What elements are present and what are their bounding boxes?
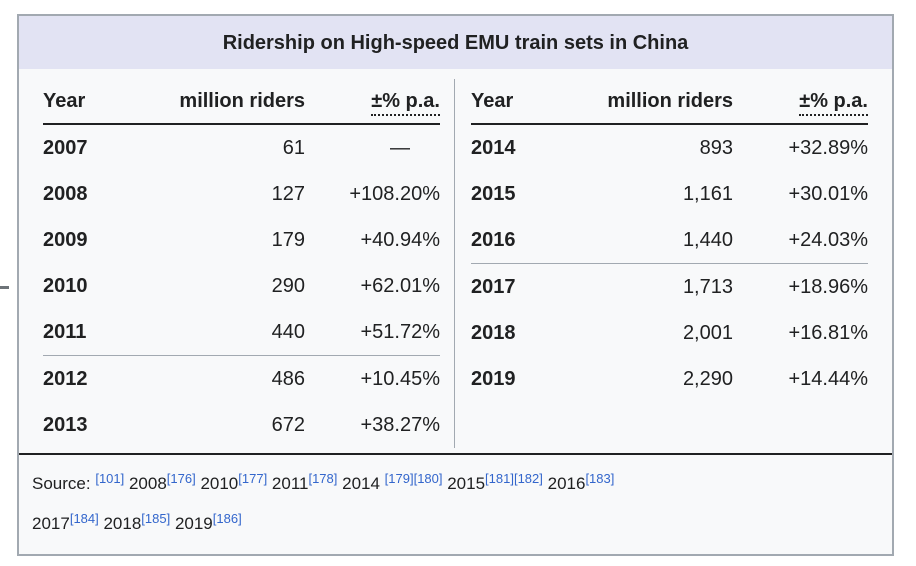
riders-cell: 486 [138,355,305,402]
table-row: 2009 179 +40.94% [43,217,440,263]
reference-link[interactable]: [176] [166,471,196,486]
source-references: [101] 2008[176] 2010[177] 2011[178] 2014… [32,471,880,541]
source-label: Source: [32,474,91,493]
riders-cell: 1,161 [682,182,733,205]
year-cell: 2007 [43,136,88,159]
table-row: 2013 672 +38.27% [43,402,440,448]
reference-link[interactable]: [181] [485,471,514,486]
abbr-percent-per-annum: ±% p.a. [371,89,440,116]
reference-link[interactable]: [178] [308,471,338,486]
riders-cell: 672 [271,413,305,436]
year-cell: 2015 [471,182,516,205]
table-row: 2011 440 +51.72% [43,309,440,356]
year-cell: 2010 [43,274,88,297]
reference-link[interactable]: [185] [141,511,171,526]
header-row: Year million riders ±% p.a. [471,79,868,125]
table-row: 2014 893 +32.89% [471,124,868,171]
year-cell: 2013 [43,413,88,436]
reference-link[interactable]: [183] [585,471,615,486]
abbr-percent-per-annum: ±% p.a. [799,89,868,116]
change-cell: — [390,136,410,159]
year-cell: 2019 [471,367,516,390]
year-cell: 2017 [471,263,567,310]
column-header-change: ±% p.a. [733,79,868,125]
tables-divider [454,79,455,448]
year-cell: 2011 [43,320,87,343]
table-row: 2007 61 — [43,124,440,171]
year-cell: 2016 [471,228,516,251]
riders-cell: 1,713 [566,263,733,310]
change-cell: +24.03% [788,228,868,251]
table-title: Ridership on High-speed EMU train sets i… [19,16,892,69]
reference-link[interactable]: [182] [513,471,543,486]
table-row: 2019 2,290 +14.44% [471,356,868,402]
source-line: 2017[184] 2018[185] 2019[186] [32,511,242,533]
riders-cell: 290 [271,274,305,297]
year-cell: 2018 [471,321,516,344]
reference-link[interactable]: [177] [238,471,268,486]
change-cell: +16.81% [788,321,868,344]
reference-link[interactable]: [184] [69,511,99,526]
riders-cell: 179 [271,228,305,251]
change-cell: +10.45% [305,355,440,402]
change-cell: +62.01% [360,274,440,297]
change-cell: +38.27% [360,413,440,436]
reference-link[interactable]: [101] [95,471,125,486]
year-cell: 2014 [471,136,516,159]
reference-link[interactable]: [179] [384,471,414,486]
change-cell: +18.96% [733,263,868,310]
table-row: 2010 290 +62.01% [43,263,440,309]
source-line: [101] 2008[176] 2010[177] 2011[178] 2014… [95,471,615,493]
column-header-riders: million riders [566,79,733,125]
table-row: 2017 1,713 +18.96% [471,263,868,310]
year-cell: 2009 [43,228,88,251]
change-cell: +108.20% [349,182,440,205]
header-row: Year million riders ±% p.a. [43,79,440,125]
column-header-change: ±% p.a. [305,79,440,125]
column-header-year: Year [43,79,139,125]
reference-link[interactable]: [180] [413,471,443,486]
riders-cell: 2,001 [682,321,733,344]
table-row: 2012 486 +10.45% [43,355,440,402]
ridership-table-left: Year million riders ±% p.a. 2007 61 — 2008 127 +… [43,79,440,448]
column-header-riders: million riders [138,79,305,125]
year-cell: 2008 [43,182,88,205]
page-edge-dash [0,286,9,289]
change-cell: +30.01% [788,182,868,205]
riders-cell: 1,440 [682,228,733,251]
tables-row: Year million riders ±% p.a. 2007 61—2008 127 +… [19,69,892,453]
riders-cell: 440 [271,320,305,343]
table-row: 2018 2,001 +16.81% [471,310,868,356]
reference-link[interactable]: [186] [212,511,242,526]
year-cell: 2012 [43,355,139,402]
change-cell: +51.72% [360,320,440,343]
riders-cell: 2,290 [682,367,733,390]
table-row: 2016 1,440 +24.03% [471,217,868,264]
riders-cell: 127 [271,182,305,205]
riders-cell: 893 [699,136,733,159]
change-cell: +32.89% [788,136,868,159]
column-header-year: Year [471,79,567,125]
ridership-infobox: Ridership on High-speed EMU train sets i… [17,14,894,556]
table-row: 2015 1,161 +30.01% [471,171,868,217]
ridership-table-right: Year million riders ±% p.a. 2014 893 +32.89% 2… [471,79,868,402]
change-cell: +40.94% [360,228,440,251]
riders-cell: 61 [282,136,305,159]
table-row: 2008 127 +108.20% [43,171,440,217]
source-note: Source: [101] 2008[176] 2010[177] 2011[1… [19,453,892,554]
change-cell: +14.44% [788,367,868,390]
